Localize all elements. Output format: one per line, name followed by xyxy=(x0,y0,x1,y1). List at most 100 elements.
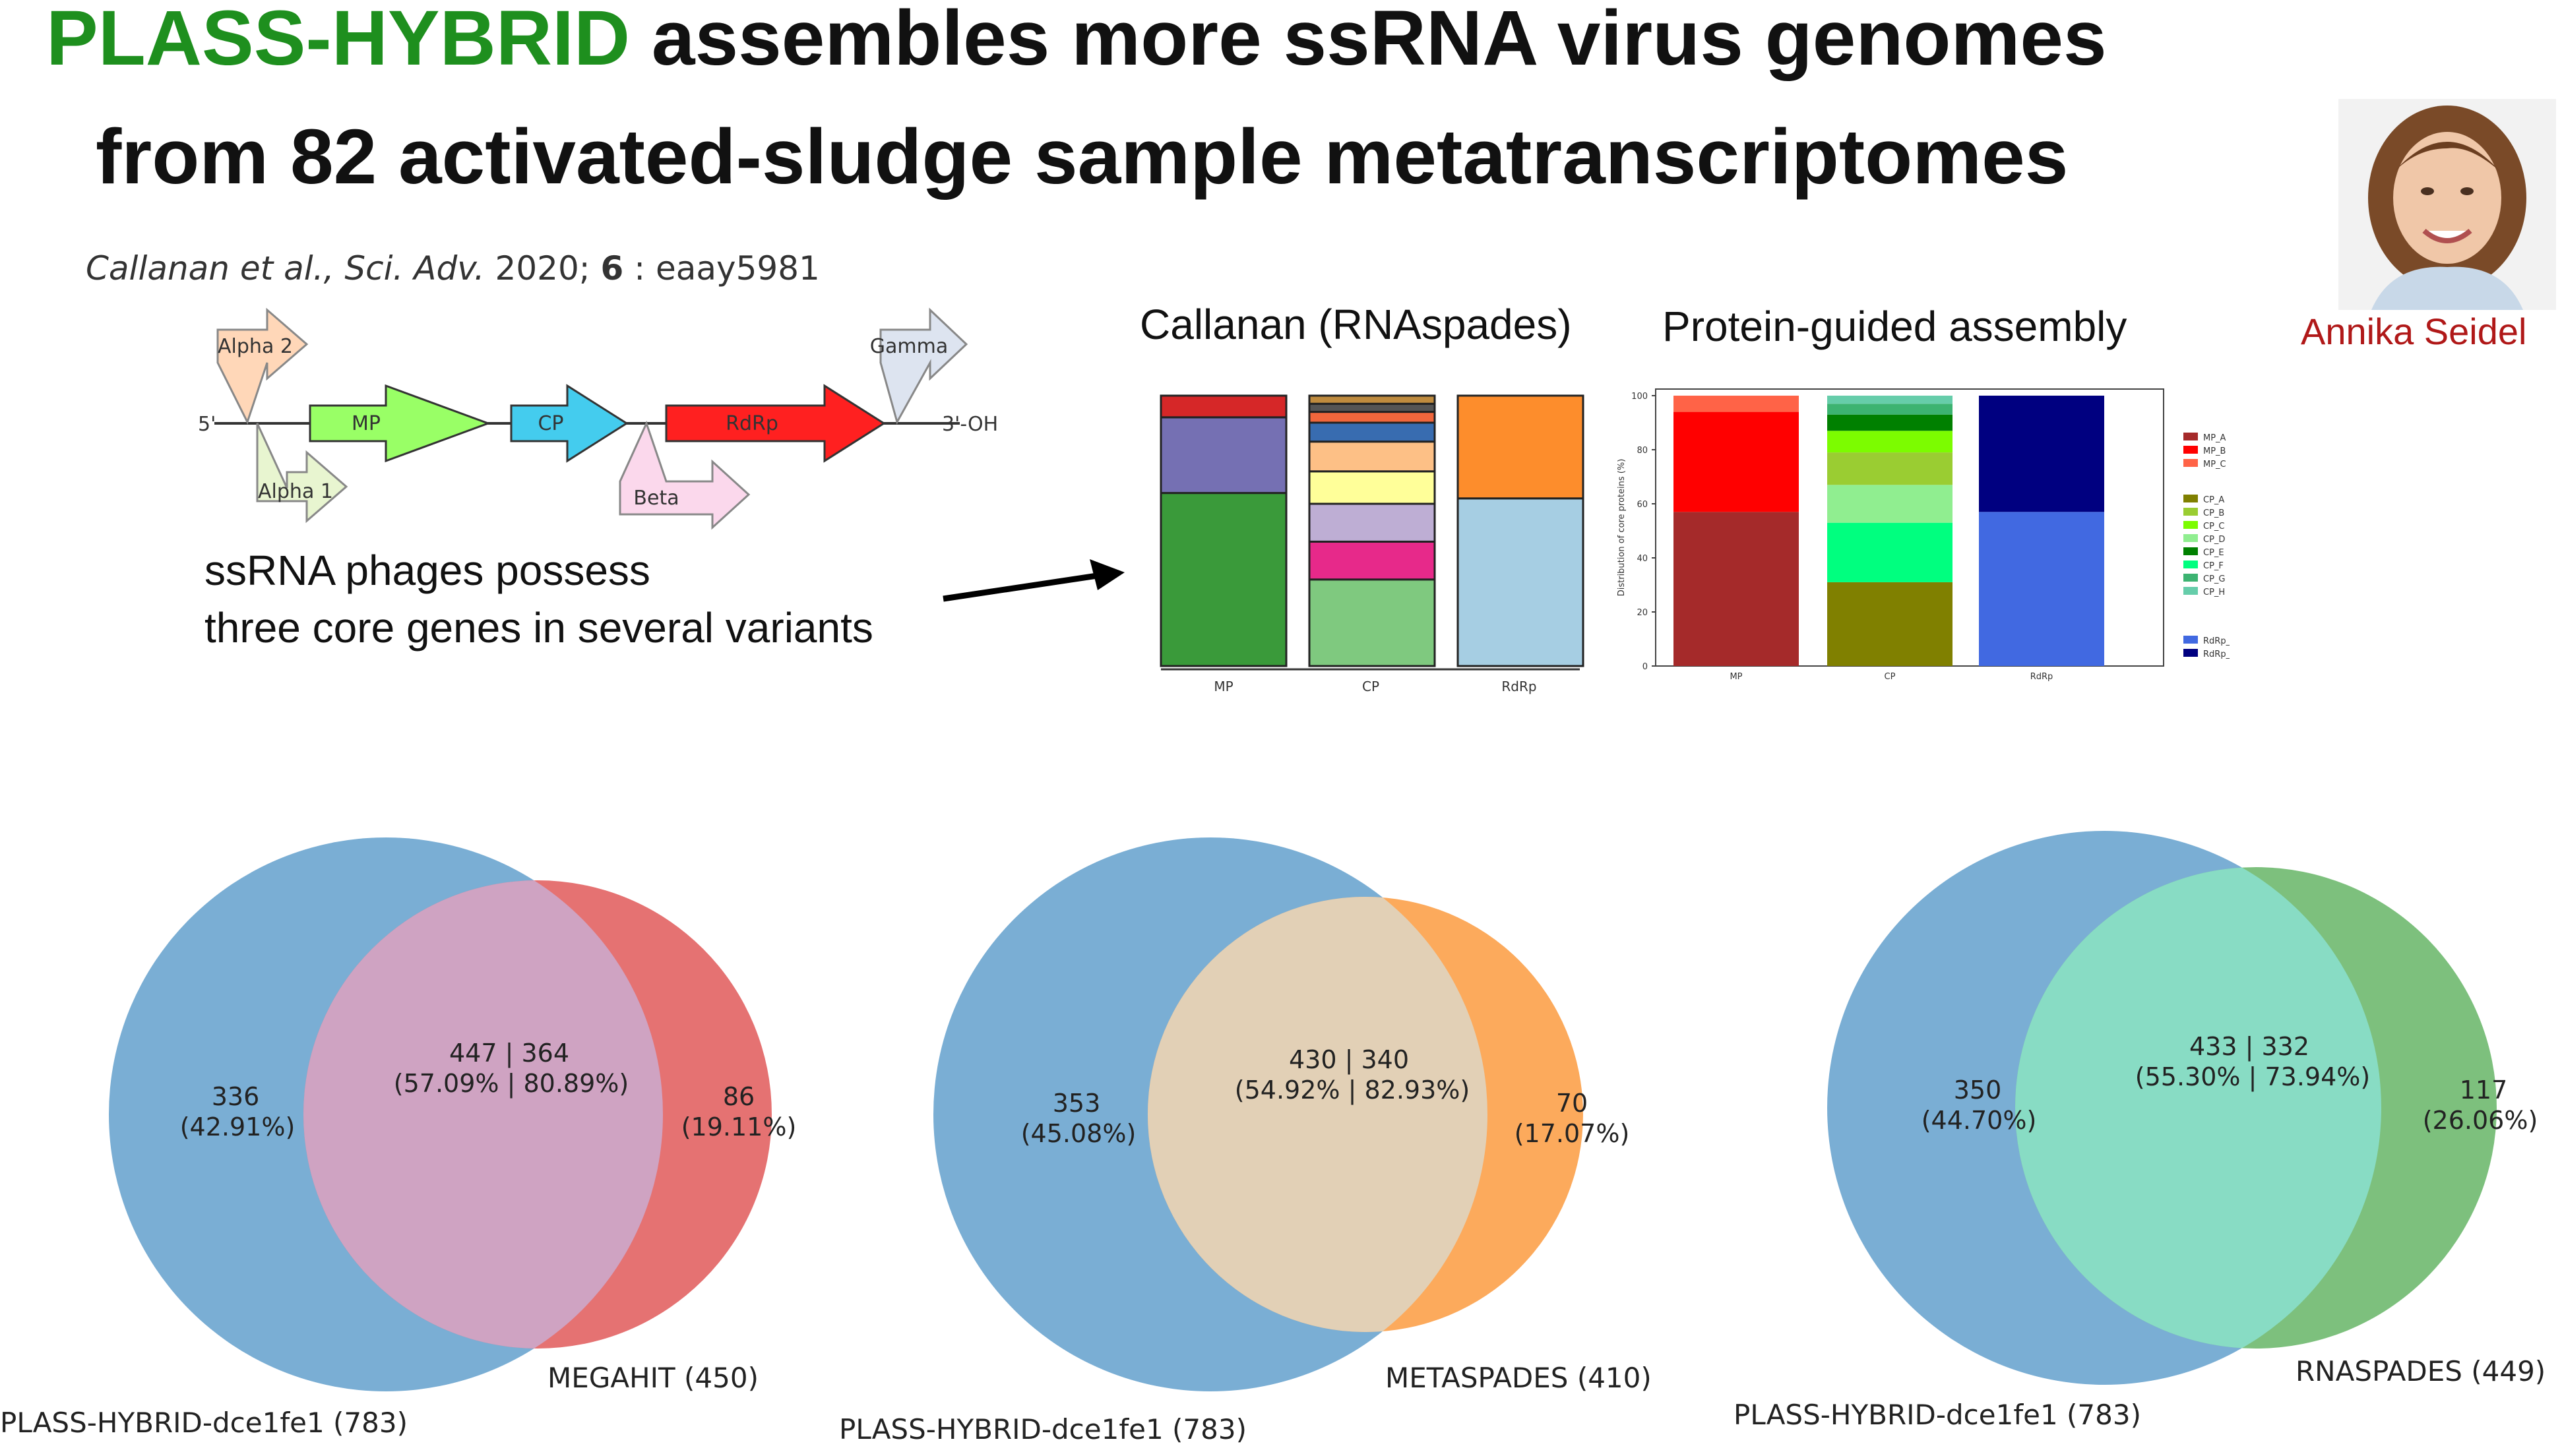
chart-left-tick-rdrp: RdRp xyxy=(1501,679,1536,694)
chart-right-bar-rdrp_b xyxy=(1979,396,2104,512)
legend-label-mp_c: MP_C xyxy=(2203,460,2226,470)
venn-3-circles xyxy=(1827,831,2497,1385)
chart-left-bar-cp-seg-3 xyxy=(1308,470,1436,505)
chart-right-yticks: 0 20 40 60 80 100 xyxy=(1631,392,1656,672)
rdrp-gene-arrow: RdRp xyxy=(665,384,886,463)
chart-left-bar-mp-seg-0 xyxy=(1160,492,1288,667)
legend-label-mp_b: MP_B xyxy=(2203,446,2226,456)
chart-left-bar-cp-seg-0 xyxy=(1308,578,1436,667)
alpha1-gene-label: Alpha 1 xyxy=(258,480,333,503)
chart-left-bar-cp-seg-5 xyxy=(1308,421,1436,443)
genome-map: 5' 3'-OH MP CP RdRp Alpha 2 Alpha 1 Beta… xyxy=(198,307,998,530)
chart-right-tick-rdrp: RdRp xyxy=(2030,672,2053,682)
chart-right-bar-cp_c xyxy=(1827,431,1953,453)
chart-right-bar-cp_a xyxy=(1827,582,1953,666)
legend-label-cp_f: CP_F xyxy=(2203,561,2224,571)
title-line-1-rest: assembles more ssRNA virus genomes xyxy=(630,0,2107,82)
mp-gene-label: MP xyxy=(352,412,381,435)
beta-gene-label: Beta xyxy=(633,487,679,510)
legend-swatch-mp_c xyxy=(2183,459,2198,467)
venn-2-right-count: 70 xyxy=(1556,1089,1588,1118)
chart-right-legend: MP_A MP_B MP_C CP_A CP_B CP_C CP_D CP_E CP_F CP_G… xyxy=(2183,433,2230,659)
venn-1-both-pct: (57.09% | 80.89%) xyxy=(394,1069,629,1099)
title-line-2: from 82 activated-sludge sample metatran… xyxy=(96,113,2069,200)
gamma-gene-arrow: Gamma xyxy=(870,307,968,425)
citation-journal: , Sci. Adv. xyxy=(323,249,485,288)
citation-article: : eaay5981 xyxy=(623,249,820,288)
author-photo xyxy=(2338,99,2556,310)
chart-protein-guided: 0 20 40 60 80 100 Distribution of core protei… xyxy=(1617,388,2230,682)
chart-left-tick-mp: MP xyxy=(1214,679,1233,694)
chart-right-tick-mp: MP xyxy=(1730,672,1742,682)
chart-left-bar-rdrp-seg-0 xyxy=(1456,497,1584,667)
chart-left-bar-cp-seg-2 xyxy=(1308,502,1436,543)
five-prime-label: 5' xyxy=(198,413,216,436)
venn-2-both-pct: (54.92% | 82.93%) xyxy=(1235,1076,1470,1105)
legend-swatch-cp_a xyxy=(2183,495,2198,502)
caption-line-2: three core genes in several variants xyxy=(204,604,873,652)
chart-right-bars xyxy=(1673,396,2104,666)
author-name: Annika Seidel xyxy=(2301,311,2527,352)
chart-right-bar-cp_g xyxy=(1827,404,1953,415)
legend-label-mp_a: MP_A xyxy=(2203,433,2226,443)
legend-swatch-cp_b xyxy=(2183,508,2198,516)
chart-right-bar-mp_a xyxy=(1673,512,1799,666)
chart-left-bar-cp-seg-1 xyxy=(1308,540,1436,581)
venn-2-right-pct: (17.07%) xyxy=(1515,1119,1630,1148)
legend-label-cp_b: CP_B xyxy=(2203,508,2224,518)
venn-3-left-count: 350 xyxy=(1954,1076,2002,1105)
chart-left-bar-mp-seg-1 xyxy=(1160,416,1288,495)
venn-3-right-label: RNASPADES (449) xyxy=(2296,1355,2546,1387)
venn-3-both-pct: (55.30% | 73.94%) xyxy=(2135,1062,2370,1092)
legend-swatch-cp_e xyxy=(2183,547,2198,555)
alpha2-gene-arrow: Alpha 2 xyxy=(216,307,309,425)
chart-left-bar-cp-seg-8 xyxy=(1308,394,1436,405)
legend-label-cp_d: CP_D xyxy=(2203,535,2225,545)
citation: Callanan et al., Sci. Adv. 2020; 6 : eaa… xyxy=(86,249,820,288)
legend-label-cp_c: CP_C xyxy=(2203,522,2225,531)
legend-label-cp_g: CP_G xyxy=(2203,574,2226,584)
legend-label-cp_a: CP_A xyxy=(2203,495,2224,505)
chart-left-tick-cp: CP xyxy=(1362,679,1379,694)
venn-1-both-count: 447 | 364 xyxy=(449,1039,569,1068)
citation-volume: 6 xyxy=(600,249,624,288)
venn-metaspades: 353 (45.08%) 430 | 340 (54.92% | 82.93%)… xyxy=(839,837,1652,1445)
chart-left-bars xyxy=(1160,394,1584,667)
beta-gene-arrow: Beta xyxy=(619,420,751,530)
chart-right-tick-cp: CP xyxy=(1885,672,1896,682)
chart-right-bar-mp_c xyxy=(1673,396,1799,412)
chart-right-bar-cp_d xyxy=(1827,485,1953,523)
venn-1-left-count: 336 xyxy=(212,1082,260,1111)
legend-label-cp_h: CP_H xyxy=(2203,588,2225,597)
legend-swatch-cp_d xyxy=(2183,534,2198,542)
chart-left-bar-cp-seg-6 xyxy=(1308,411,1436,424)
legend-label-rdrp_b: RdRp_B xyxy=(2203,650,2230,659)
venn-3-left-label: PLASS-HYBRID-dce1fe1 (783) xyxy=(1734,1399,2141,1431)
panel-left-title: Callanan (RNAspades) xyxy=(1140,301,1572,348)
venn-1-right-label: MEGAHIT (450) xyxy=(547,1362,759,1394)
chart-right-bar-cp_b xyxy=(1827,452,1953,485)
citation-authors: Callanan et al. xyxy=(86,249,324,288)
venn-2-both-count: 430 | 340 xyxy=(1289,1045,1409,1075)
venn-3-left-pct: (44.70%) xyxy=(1922,1106,2037,1135)
chart-right-ytick-20: 20 xyxy=(1637,608,1648,618)
chart-right-bar-rdrp_a xyxy=(1979,512,2104,666)
cp-gene-label: CP xyxy=(538,412,563,435)
venn-1-right-count: 86 xyxy=(723,1082,755,1111)
venn-3-both-count: 433 | 332 xyxy=(2189,1032,2309,1062)
chart-right-ytick-0: 0 xyxy=(1642,662,1648,672)
legend-swatch-rdrp_b xyxy=(2183,649,2198,657)
legend-swatch-cp_h xyxy=(2183,587,2198,595)
caption-line-1: ssRNA phages possess xyxy=(204,547,650,594)
chart-callanan: MP CP RdRp xyxy=(1160,394,1584,694)
chart-left-bar-rdrp-seg-1 xyxy=(1456,394,1584,500)
chart-left-bar-cp-seg-7 xyxy=(1308,402,1436,413)
chart-right-ytick-80: 80 xyxy=(1637,446,1648,456)
legend-label-rdrp_a: RdRp_A xyxy=(2203,636,2230,646)
venn-3-right-count: 117 xyxy=(2460,1076,2508,1105)
cp-gene-arrow: CP xyxy=(510,384,629,463)
venn-2-left-pct: (45.08%) xyxy=(1021,1119,1137,1148)
chart-right-ytick-60: 60 xyxy=(1637,500,1648,510)
citation-year: 2020; xyxy=(484,249,601,288)
alpha1-gene-arrow: Alpha 1 xyxy=(256,423,348,524)
